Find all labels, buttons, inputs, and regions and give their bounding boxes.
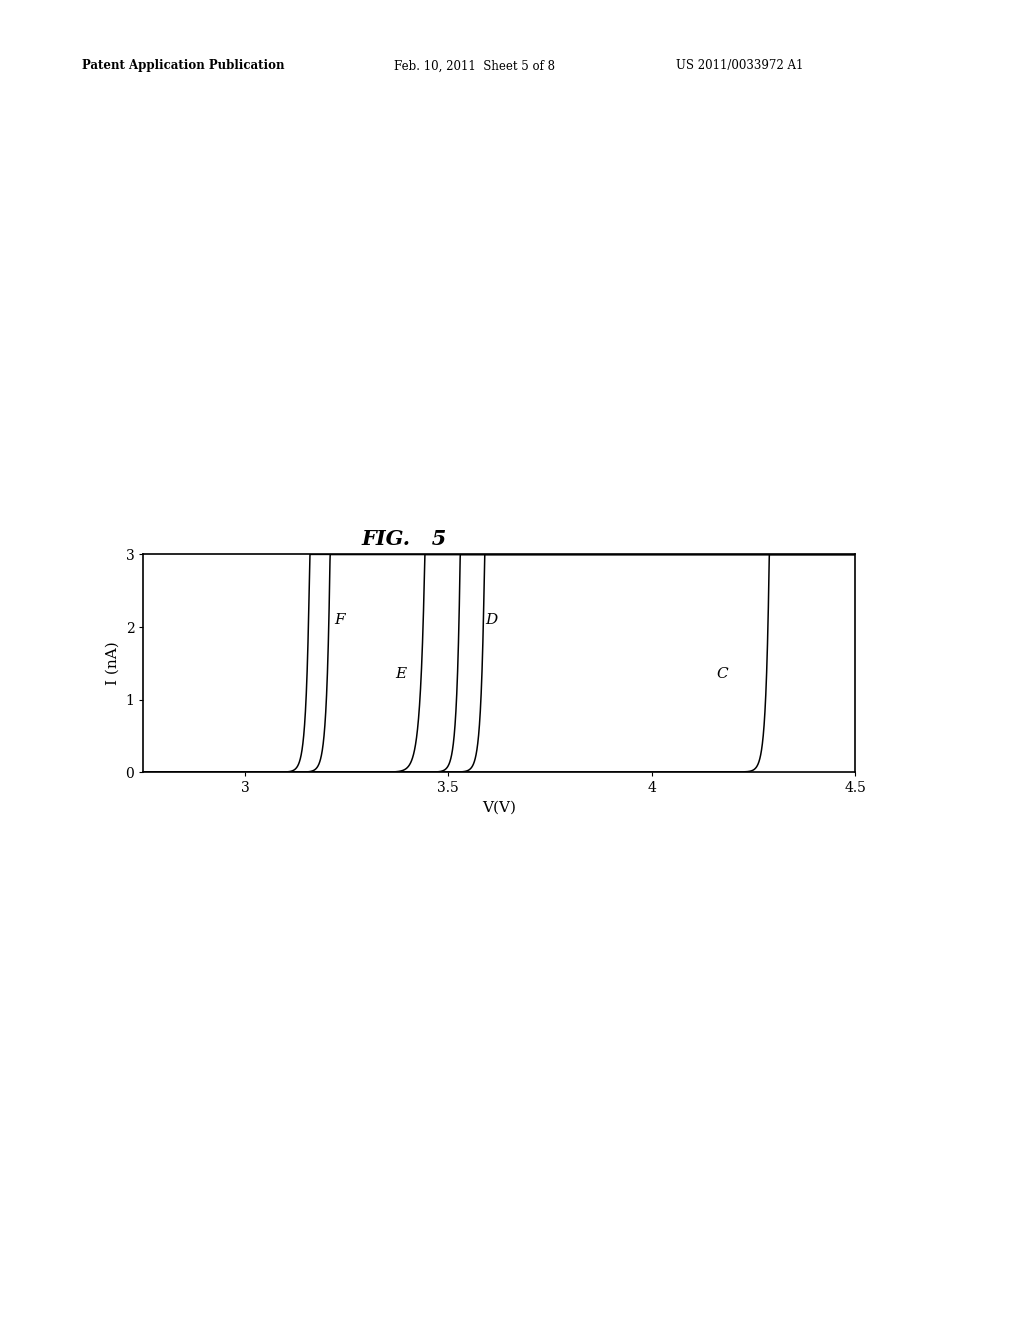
Text: D: D: [485, 612, 498, 627]
Text: Patent Application Publication: Patent Application Publication: [82, 59, 285, 73]
Text: FIG.   5: FIG. 5: [361, 528, 447, 549]
Text: Feb. 10, 2011  Sheet 5 of 8: Feb. 10, 2011 Sheet 5 of 8: [394, 59, 555, 73]
Text: US 2011/0033972 A1: US 2011/0033972 A1: [676, 59, 803, 73]
X-axis label: V(V): V(V): [482, 801, 516, 814]
Text: E: E: [395, 667, 407, 681]
Y-axis label: I (nA): I (nA): [105, 642, 120, 685]
Text: C: C: [717, 667, 728, 681]
Text: F: F: [335, 612, 345, 627]
